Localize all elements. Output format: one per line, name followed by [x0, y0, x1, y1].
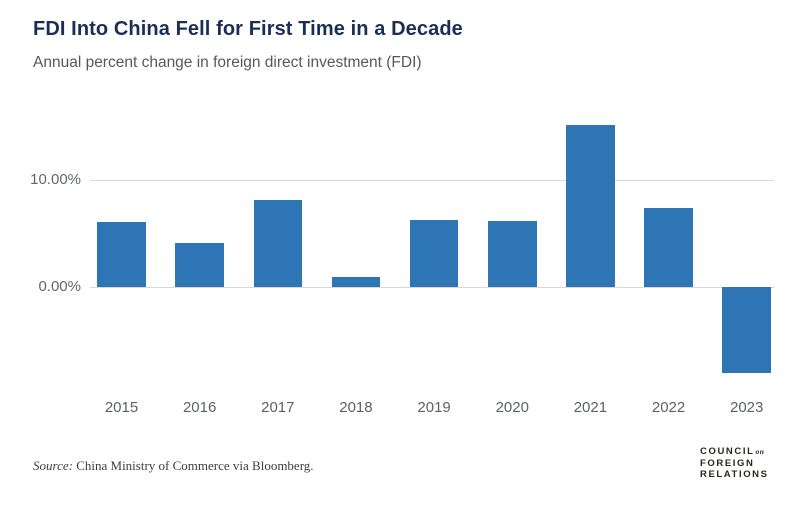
chart-subtitle: Annual percent change in foreign direct …	[33, 54, 422, 71]
gridline-0	[90, 287, 774, 288]
x-tick-label-2022: 2022	[651, 399, 686, 416]
x-tick-label-2017: 2017	[261, 399, 295, 416]
y-tick-label-0: 0.00%	[38, 278, 81, 295]
x-tick-label-2016: 2016	[182, 399, 217, 416]
x-tick-label-2015: 2015	[104, 399, 139, 416]
x-tick-label-2021: 2021	[573, 399, 608, 416]
x-tick-label-2018: 2018	[339, 399, 373, 416]
cfr-logo: COUNCILon FOREIGN RELATIONS	[700, 446, 769, 481]
source-note: Source: China Ministry of Commerce via B…	[33, 458, 314, 474]
cfr-logo-council: COUNCIL	[700, 446, 755, 457]
chart-title: FDI Into China Fell for First Time in a …	[33, 18, 463, 40]
bar-2023	[722, 287, 771, 373]
source-label: Source:	[33, 458, 73, 473]
x-tick-label-2019: 2019	[417, 399, 451, 416]
source-text: China Ministry of Commerce via Bloomberg…	[72, 458, 314, 473]
bar-2020	[488, 220, 537, 287]
x-tick-label-2023: 2023	[730, 399, 764, 416]
y-tick-label-10: 10.00%	[30, 171, 81, 188]
bar-2022	[644, 207, 693, 287]
bar-2018	[331, 277, 381, 287]
cfr-logo-line2: FOREIGN	[700, 457, 755, 469]
bar-2017	[253, 200, 303, 287]
cfr-logo-on: on	[755, 447, 765, 456]
gridline-10	[90, 180, 774, 181]
bar-2015	[97, 221, 146, 287]
bar-2021	[566, 125, 615, 287]
cfr-logo-line3: RELATIONS	[700, 469, 769, 480]
bar-2019	[409, 219, 459, 287]
bar-2016	[175, 243, 224, 287]
cfr-logo-line1: COUNCILon	[700, 446, 769, 458]
x-tick-label-2020: 2020	[495, 399, 529, 416]
